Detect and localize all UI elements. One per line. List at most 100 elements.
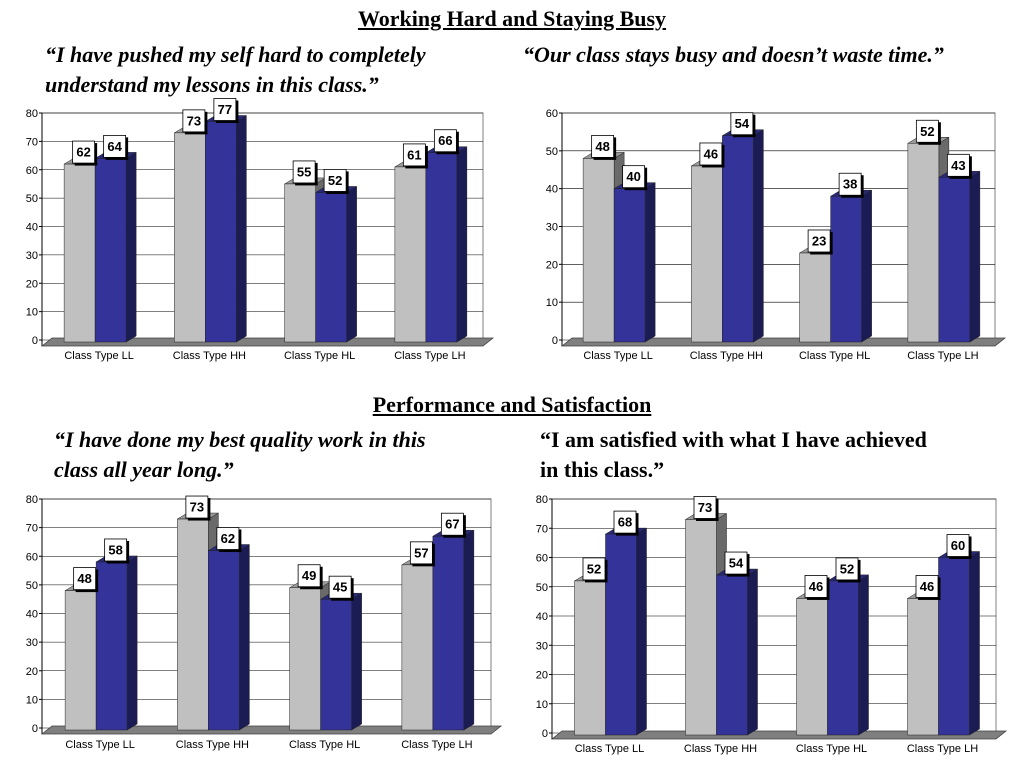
- data-label-shadow: [95, 569, 99, 592]
- y-tick-label: 40: [26, 609, 38, 621]
- y-tick-label: 0: [542, 728, 548, 740]
- data-label-shadow: [636, 513, 639, 536]
- data-label-shadow: [721, 144, 725, 167]
- data-label-text: 46: [920, 579, 934, 594]
- data-label: 48: [591, 135, 617, 160]
- y-tick-label: 40: [26, 222, 38, 234]
- bar-front: [63, 163, 96, 343]
- data-label: 60: [946, 534, 972, 559]
- chart-floor: [560, 337, 1007, 347]
- bar-front: [691, 165, 723, 343]
- data-label-shadow: [624, 187, 648, 191]
- bar-front: [174, 132, 206, 343]
- category-label: Class Type LH: [401, 739, 472, 751]
- data-label: 46: [915, 575, 941, 600]
- bar-b: [826, 574, 870, 736]
- data-label-text: 52: [587, 561, 601, 576]
- data-label: 73: [693, 496, 719, 521]
- data-label: 23: [807, 229, 833, 255]
- y-tick-label: 70: [26, 136, 38, 148]
- bar-side: [351, 592, 362, 731]
- data-label-text: 73: [187, 113, 201, 128]
- data-label-text: 43: [951, 158, 965, 173]
- bar-front: [613, 188, 646, 343]
- data-label-shadow: [218, 549, 242, 553]
- y-tick-label: 60: [546, 108, 558, 120]
- data-label: 73: [185, 495, 211, 521]
- data-label-shadow: [949, 556, 972, 559]
- bar-front: [401, 564, 434, 731]
- data-label-shadow: [125, 137, 129, 160]
- data-label: 54: [724, 551, 750, 577]
- data-label: 64: [103, 135, 129, 160]
- data-label: 62: [72, 140, 98, 166]
- y-tick-label: 20: [546, 259, 558, 271]
- data-label-text: 40: [626, 169, 640, 184]
- section-heading-performance: Performance and Satisfaction: [372, 392, 652, 417]
- data-label-shadow: [326, 191, 349, 194]
- data-label-shadow: [918, 142, 941, 145]
- data-label-text: 60: [951, 538, 965, 553]
- section-heading-working-hard: Working Hard and Staying Busy: [357, 6, 667, 31]
- bar-b: [937, 551, 981, 736]
- data-label: 40: [622, 165, 648, 191]
- data-label-shadow: [918, 597, 941, 600]
- category-label: Class Type LL: [65, 739, 135, 751]
- data-label: 38: [838, 172, 864, 198]
- data-label-shadow: [315, 162, 318, 185]
- data-label-text: 68: [618, 515, 632, 530]
- category-label: Class Type HH: [684, 743, 757, 755]
- chart-1-quote-line-2: understand my lessons in this class.”: [45, 72, 379, 97]
- y-tick-label: 30: [26, 250, 38, 262]
- data-label-shadow: [74, 163, 98, 166]
- bar-front: [722, 135, 754, 343]
- bar-side: [861, 189, 872, 343]
- data-label-shadow: [320, 566, 323, 589]
- bar-side: [236, 115, 247, 343]
- data-label: 52: [915, 119, 941, 145]
- chart-3-quote-line-1: “I have done my best quality work in thi…: [54, 427, 426, 452]
- data-label: 43: [946, 153, 972, 179]
- bar-front: [685, 519, 717, 736]
- data-label-shadow: [727, 574, 750, 577]
- y-tick-label: 10: [546, 297, 558, 309]
- bar-front: [938, 557, 970, 736]
- bar-front: [907, 143, 940, 343]
- data-label: 48: [73, 567, 99, 593]
- bar-side: [858, 574, 869, 736]
- bar-front: [830, 195, 862, 343]
- data-label-shadow: [696, 518, 719, 521]
- bar-front: [208, 550, 240, 731]
- y-tick-label: 10: [26, 694, 38, 706]
- y-tick-label: 10: [26, 307, 38, 319]
- data-label-shadow: [593, 157, 617, 160]
- bar-b: [431, 529, 475, 731]
- category-label: Class Type HH: [173, 350, 246, 362]
- category-label: Class Type HL: [799, 350, 870, 362]
- data-label-shadow: [616, 533, 639, 536]
- data-label-text: 73: [190, 500, 204, 515]
- data-label-text: 77: [218, 102, 232, 117]
- bar-side: [346, 186, 357, 343]
- y-tick-label: 30: [26, 637, 38, 649]
- data-label-shadow: [295, 182, 318, 186]
- y-tick-label: 50: [546, 146, 558, 158]
- data-label-shadow: [187, 518, 211, 521]
- bar-side: [125, 151, 137, 343]
- data-label: 62: [216, 527, 242, 553]
- data-label: 52: [323, 169, 349, 194]
- chart-4-quote: “I am satisfied with what I have achieve…: [540, 425, 927, 485]
- bar-b: [937, 170, 981, 343]
- bar-side: [753, 129, 764, 343]
- data-label-text: 58: [108, 542, 122, 557]
- y-tick-label: 30: [546, 222, 558, 234]
- category-label: Class Type LH: [907, 743, 978, 755]
- data-label-shadow: [938, 122, 941, 145]
- bar-front: [284, 183, 316, 343]
- data-label-text: 64: [107, 139, 122, 154]
- chart-satisfied-achieved: 0 10 20 30 40 50 60 70 80 52 68 Class Type LL 73 54 Cl…: [536, 494, 1008, 755]
- data-label: 46: [804, 575, 830, 600]
- data-label-text: 62: [76, 145, 90, 160]
- data-label-shadow: [456, 131, 459, 154]
- y-tick-label: 20: [26, 666, 38, 678]
